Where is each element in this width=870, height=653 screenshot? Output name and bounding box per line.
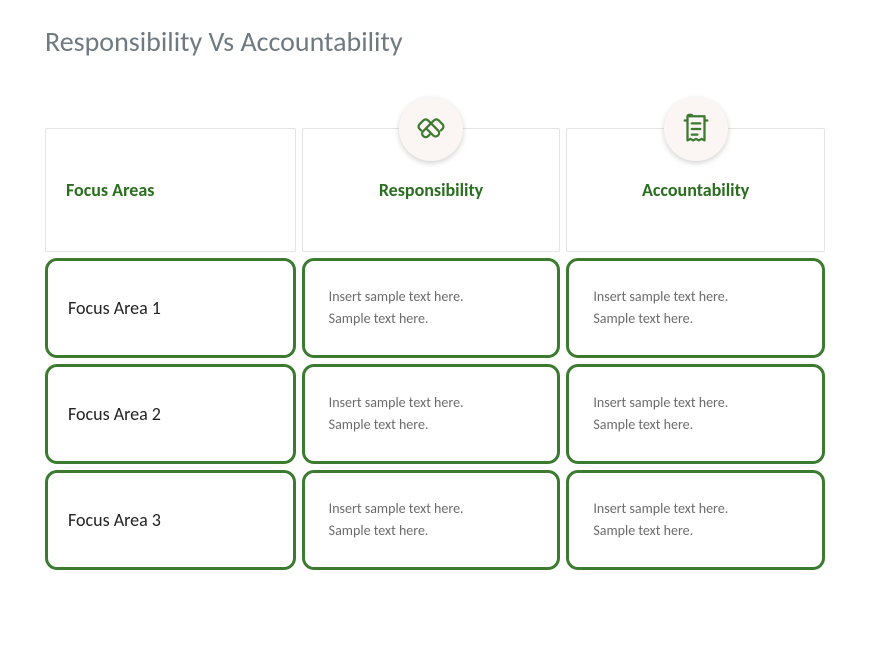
- line1: Insert sample text here.: [329, 498, 464, 520]
- table-row: Focus Area 2 Insert sample text here. Sa…: [45, 364, 825, 464]
- header-label-responsibility: Responsibility: [303, 179, 560, 201]
- line1: Insert sample text here.: [329, 286, 464, 308]
- page-title: Responsibility Vs Accountability: [45, 24, 403, 59]
- accountability-cell: Insert sample text here. Sample text her…: [566, 258, 825, 358]
- receipt-icon: [664, 97, 728, 161]
- focus-area-label: Focus Area 1: [45, 258, 296, 358]
- header-accountability: Accountability: [566, 128, 825, 252]
- header-label-focus: Focus Areas: [46, 179, 295, 201]
- comparison-grid: Focus Areas Responsibility: [45, 128, 825, 570]
- accountability-cell: Insert sample text here. Sample text her…: [566, 470, 825, 570]
- line2: Sample text here.: [329, 414, 464, 436]
- responsibility-cell: Insert sample text here. Sample text her…: [302, 364, 561, 464]
- cell-text: Insert sample text here. Sample text her…: [593, 286, 728, 331]
- responsibility-cell: Insert sample text here. Sample text her…: [302, 258, 561, 358]
- line2: Sample text here.: [593, 414, 728, 436]
- focus-area-label: Focus Area 2: [45, 364, 296, 464]
- header-label-accountability: Accountability: [567, 179, 824, 201]
- header-responsibility: Responsibility: [302, 128, 561, 252]
- handshake-icon: [399, 97, 463, 161]
- focus-area-label: Focus Area 3: [45, 470, 296, 570]
- responsibility-cell: Insert sample text here. Sample text her…: [302, 470, 561, 570]
- line2: Sample text here.: [329, 308, 464, 330]
- line2: Sample text here.: [593, 308, 728, 330]
- accountability-cell: Insert sample text here. Sample text her…: [566, 364, 825, 464]
- table-row: Focus Area 3 Insert sample text here. Sa…: [45, 470, 825, 570]
- header-focus-areas: Focus Areas: [45, 128, 296, 252]
- cell-text: Insert sample text here. Sample text her…: [329, 286, 464, 331]
- cell-text: Insert sample text here. Sample text her…: [329, 498, 464, 543]
- line2: Sample text here.: [593, 520, 728, 542]
- cell-text: Insert sample text here. Sample text her…: [593, 498, 728, 543]
- header-row: Focus Areas Responsibility: [45, 128, 825, 252]
- line1: Insert sample text here.: [329, 392, 464, 414]
- line2: Sample text here.: [329, 520, 464, 542]
- line1: Insert sample text here.: [593, 392, 728, 414]
- line1: Insert sample text here.: [593, 498, 728, 520]
- cell-text: Insert sample text here. Sample text her…: [593, 392, 728, 437]
- line1: Insert sample text here.: [593, 286, 728, 308]
- cell-text: Insert sample text here. Sample text her…: [329, 392, 464, 437]
- table-row: Focus Area 1 Insert sample text here. Sa…: [45, 258, 825, 358]
